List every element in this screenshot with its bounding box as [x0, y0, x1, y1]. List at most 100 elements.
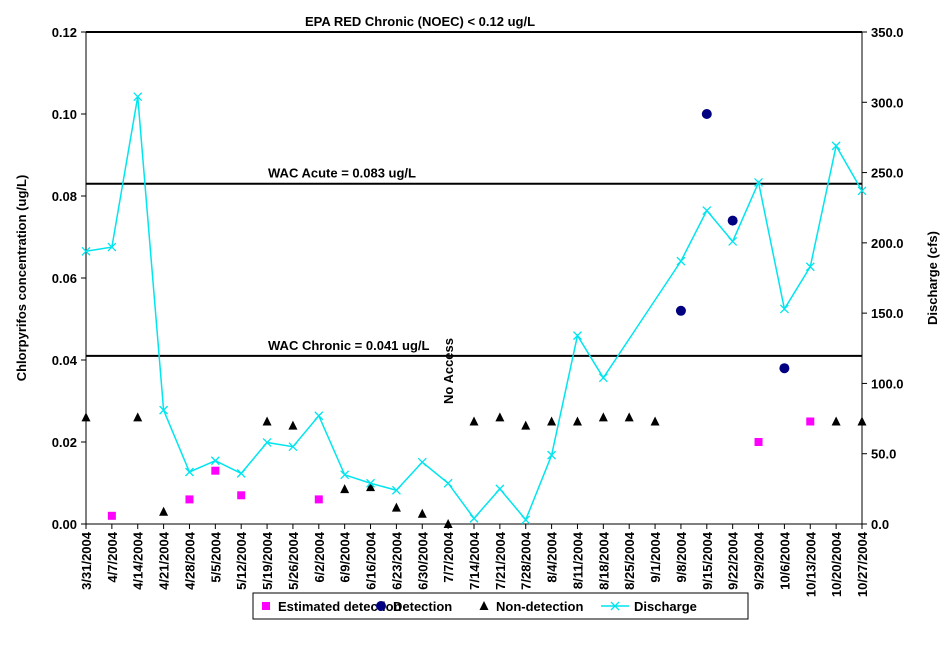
x-tick-label: 10/20/2004 — [829, 531, 844, 597]
data-point — [237, 491, 246, 500]
x-tick-label: 6/23/2004 — [389, 531, 404, 590]
legend-marker — [479, 601, 489, 610]
legend-label: Discharge — [634, 599, 697, 614]
data-point — [701, 109, 712, 119]
y2-tick-label: 50.0 — [871, 447, 896, 462]
data-point — [107, 242, 117, 252]
y-tick-label: 0.10 — [52, 107, 77, 122]
x-tick-label: 8/11/2004 — [570, 531, 585, 589]
data-point — [675, 305, 686, 316]
x-tick-label: 10/13/2004 — [803, 531, 818, 597]
data-point — [624, 412, 634, 422]
x-tick-label: 6/9/2004 — [338, 531, 353, 582]
x-tick-label: 5/5/2004 — [208, 531, 223, 582]
reference-label: EPA RED Chronic (NOEC) < 0.12 ug/L — [305, 14, 535, 29]
data-point — [133, 412, 143, 422]
y2-axis-title: Discharge (cfs) — [925, 231, 940, 325]
reference-label: WAC Acute = 0.083 ug/L — [268, 166, 416, 181]
data-point — [391, 502, 401, 512]
data-point — [495, 484, 505, 494]
data-point — [469, 416, 479, 426]
annotation: No Access — [441, 338, 456, 404]
y2-tick-label: 100.0 — [871, 376, 904, 391]
data-point — [210, 456, 220, 466]
data-point — [366, 482, 376, 492]
x-tick-label: 9/15/2004 — [700, 531, 715, 590]
data-point — [547, 450, 557, 460]
data-point — [779, 363, 790, 374]
y-tick-label: 0.02 — [52, 435, 77, 450]
x-tick-label: 6/16/2004 — [364, 531, 379, 590]
data-point — [417, 457, 427, 467]
data-point — [650, 416, 660, 426]
x-tick-label: 5/19/2004 — [260, 531, 275, 590]
x-tick-label: 7/28/2004 — [519, 531, 534, 590]
x-tick-label: 3/31/2004 — [79, 531, 94, 590]
data-point — [676, 256, 686, 266]
data-point — [314, 495, 323, 504]
data-point — [417, 508, 427, 518]
data-point — [314, 411, 324, 421]
data-point — [81, 246, 91, 256]
data-point — [831, 141, 841, 151]
data-point — [391, 485, 401, 495]
data-point — [211, 466, 220, 475]
data-point — [366, 478, 375, 488]
data-point — [236, 468, 246, 478]
x-tick-label: 10/27/2004 — [855, 531, 870, 597]
data-point — [573, 331, 582, 341]
data-point — [107, 511, 116, 520]
legend-marker — [610, 601, 620, 611]
y-tick-label: 0.00 — [52, 517, 77, 532]
data-point — [754, 177, 763, 187]
x-tick-label: 4/28/2004 — [182, 531, 197, 590]
data-point — [185, 495, 194, 504]
data-point — [857, 416, 867, 426]
legend-label: Detection — [393, 599, 452, 614]
x-tick-label: 7/21/2004 — [493, 531, 508, 590]
legend-marker — [376, 601, 386, 611]
data-point — [288, 420, 298, 430]
y2-tick-label: 200.0 — [871, 236, 904, 251]
data-point — [857, 186, 867, 196]
x-tick-label: 7/7/2004 — [441, 531, 456, 582]
y2-tick-label: 150.0 — [871, 306, 904, 321]
data-point — [598, 373, 608, 383]
x-tick-label: 6/30/2004 — [415, 531, 430, 590]
x-tick-label: 6/2/2004 — [312, 531, 327, 582]
data-point — [133, 92, 143, 102]
data-point — [262, 438, 272, 447]
data-point — [728, 236, 738, 246]
y-tick-label: 0.04 — [52, 353, 78, 368]
data-point — [340, 470, 350, 480]
data-point — [779, 304, 789, 314]
legend-box — [252, 592, 749, 620]
data-point — [521, 515, 531, 525]
legend-label: Non-detection — [496, 599, 583, 614]
data-point — [805, 262, 815, 272]
y-tick-label: 0.06 — [52, 271, 77, 286]
x-tick-label: 8/4/2004 — [545, 531, 560, 582]
data-point — [469, 513, 479, 523]
x-tick-label: 7/14/2004 — [467, 531, 482, 590]
legend-label: Estimated detection — [278, 599, 402, 614]
x-tick-label: 4/14/2004 — [131, 531, 146, 590]
data-point — [521, 420, 531, 430]
x-tick-label: 5/12/2004 — [234, 531, 249, 590]
data-point — [806, 417, 815, 426]
x-tick-label: 4/21/2004 — [157, 531, 172, 590]
data-point — [81, 412, 91, 422]
data-point — [262, 416, 272, 426]
data-point — [159, 506, 169, 516]
y2-tick-label: 250.0 — [871, 166, 904, 181]
y-axis-title: Chlorpyrifos concentration (ug/L) — [14, 175, 29, 382]
data-point — [495, 412, 505, 422]
data-point — [443, 519, 453, 528]
data-point — [702, 206, 712, 215]
data-point — [831, 416, 841, 426]
x-tick-label: 9/22/2004 — [726, 531, 741, 590]
data-point — [727, 215, 738, 226]
x-tick-label: 4/7/2004 — [105, 531, 120, 582]
